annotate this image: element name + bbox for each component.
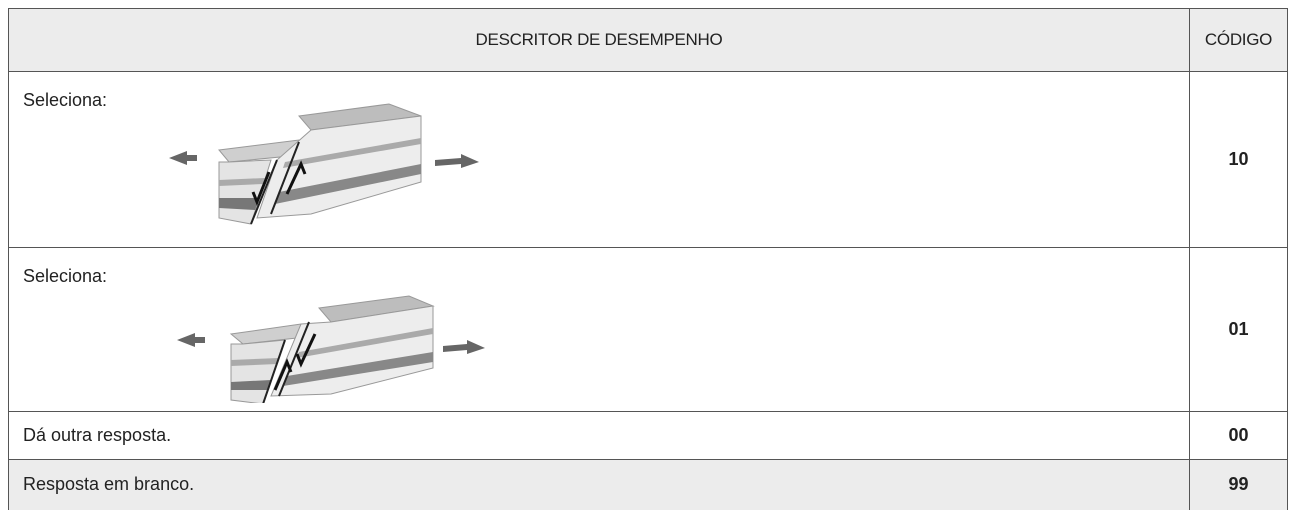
description-cell: Resposta em branco. xyxy=(8,459,1190,510)
header-cell: DESCRITOR DE DESEMPENHO xyxy=(8,8,1190,72)
description: Seleciona: xyxy=(23,266,108,286)
code: 00 xyxy=(1228,425,1249,445)
code: 99 xyxy=(1228,474,1249,495)
code-cell: 00 xyxy=(1189,411,1288,460)
descriptor-table: DESCRITOR DE DESEMPENHO CÓDIGO Seleciona… xyxy=(8,8,1288,510)
description-cell: Dá outra resposta. xyxy=(8,411,1190,460)
description: Seleciona: xyxy=(23,90,108,110)
code-cell: 01 xyxy=(1189,247,1288,412)
description-cell: Seleciona: xyxy=(8,71,1190,248)
row: Dá outra resposta. 00 xyxy=(8,411,1288,460)
reverse-fault-illustration xyxy=(177,295,485,403)
code: 01 xyxy=(1228,319,1249,339)
code-cell: 99 xyxy=(1189,459,1288,510)
code-cell: 10 xyxy=(1189,71,1288,248)
row: Seleciona: 10 xyxy=(8,71,1288,248)
row: Resposta em branco. 99 xyxy=(8,459,1288,510)
header-row: DESCRITOR DE DESEMPENHO CÓDIGO xyxy=(8,8,1288,72)
header-cell: CÓDIGO xyxy=(1189,8,1288,72)
code: 10 xyxy=(1228,149,1249,169)
row: Seleciona: 01 xyxy=(8,247,1288,412)
description-cell: Seleciona: xyxy=(8,247,1190,412)
description: Resposta em branco. xyxy=(23,474,195,495)
description: Dá outra resposta. xyxy=(23,425,172,445)
normal-fault-illustration xyxy=(169,103,479,225)
